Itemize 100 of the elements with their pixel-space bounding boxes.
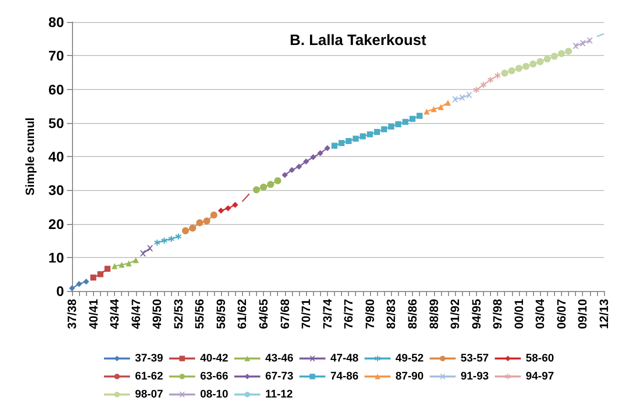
- point: [366, 131, 373, 138]
- point: [544, 55, 551, 62]
- legend-label: 91-93: [460, 370, 489, 382]
- x-tick-label: 52/53: [171, 298, 186, 330]
- x-tick-label: 09/10: [576, 298, 590, 330]
- point: [536, 58, 544, 66]
- point: [360, 133, 366, 140]
- y-tick-label: 40: [48, 148, 64, 164]
- point: [374, 128, 380, 135]
- point: [331, 142, 338, 149]
- point: [83, 278, 90, 285]
- point: [424, 108, 430, 114]
- x-tick-label: 67/68: [278, 298, 292, 330]
- point: [346, 138, 352, 144]
- y-tick-label: 50: [48, 114, 64, 131]
- x-tick-label: 46/47: [128, 298, 143, 330]
- point: [480, 82, 486, 88]
- legend-label: 49-52: [396, 352, 424, 364]
- point: [225, 205, 232, 212]
- x-tick-label: 79/80: [362, 298, 377, 330]
- x-tick-label: 70/71: [299, 298, 314, 330]
- point: [466, 92, 472, 98]
- point: [530, 60, 537, 68]
- x-tick-label: 91/92: [448, 298, 462, 330]
- legend-label: 53-57: [460, 352, 489, 364]
- point: [147, 245, 154, 252]
- point: [132, 257, 139, 264]
- y-tick-label: 60: [48, 81, 64, 98]
- point: [515, 64, 522, 72]
- x-tick-label: 00/01: [512, 298, 526, 330]
- x-tick-label: 55/56: [192, 298, 207, 330]
- point: [126, 260, 132, 266]
- point: [154, 240, 160, 246]
- point: [508, 67, 516, 74]
- point: [565, 48, 572, 55]
- point: [317, 150, 324, 156]
- point: [459, 94, 466, 101]
- point: [90, 274, 96, 281]
- point: [69, 285, 75, 292]
- point: [444, 100, 451, 106]
- legend-label: 43-46: [265, 352, 294, 364]
- point: [203, 218, 210, 225]
- point: [494, 72, 501, 78]
- y-tick-label: 30: [48, 182, 64, 198]
- point: [267, 180, 274, 188]
- legend-label: 11-12: [265, 388, 293, 400]
- point: [118, 262, 125, 268]
- point: [388, 124, 394, 130]
- x-tick-label: 82/83: [384, 298, 398, 330]
- point: [488, 76, 494, 83]
- point: [168, 236, 174, 242]
- point: [473, 86, 480, 93]
- point: [452, 96, 458, 102]
- x-tick-label: 58/59: [214, 298, 228, 330]
- point: [288, 166, 295, 173]
- point: [296, 164, 302, 170]
- point: [416, 112, 423, 119]
- legend-label: 63-66: [200, 370, 228, 382]
- y-tick-label: 20: [48, 216, 64, 232]
- point: [586, 37, 593, 44]
- legend-label: 58-60: [526, 352, 554, 364]
- point: [550, 52, 558, 60]
- x-tick-label: 40/41: [86, 298, 100, 330]
- point: [182, 227, 189, 234]
- x-tick-label: 43/44: [108, 298, 122, 330]
- x-tick-label: 76/77: [342, 298, 356, 330]
- legend-label: 98-07: [135, 388, 164, 400]
- point: [76, 280, 82, 287]
- text: B. Lalla Takerkoust: [290, 32, 426, 49]
- x-tick-label: 37/38: [65, 298, 79, 330]
- legend-label: 40-42: [200, 352, 228, 364]
- legend-label: 08-10: [200, 388, 228, 400]
- legend-label: 67-73: [265, 370, 294, 382]
- point: [381, 126, 388, 132]
- point: [161, 238, 168, 244]
- x-tick-label: 85/86: [405, 298, 420, 330]
- x-tick-label: 97/98: [490, 298, 505, 330]
- point: [274, 177, 282, 184]
- point: [430, 106, 437, 112]
- x-tick-label: 61/62: [235, 298, 250, 330]
- x-tick-label: 73/74: [320, 298, 334, 330]
- point: [210, 212, 218, 219]
- x-tick-label: 49/50: [150, 298, 164, 330]
- x-tick-label: 88/89: [426, 298, 441, 330]
- point: [395, 121, 402, 128]
- legend-label: 94-97: [526, 370, 554, 382]
- point: [260, 184, 268, 191]
- y-tick-label: 10: [48, 249, 64, 266]
- point: [189, 224, 196, 232]
- legend-label: 37-39: [135, 352, 164, 364]
- point: [310, 154, 316, 160]
- point: [282, 172, 288, 178]
- point: [196, 219, 204, 226]
- x-tick-label: 94/95: [469, 298, 484, 330]
- point: [438, 104, 444, 110]
- point: [175, 234, 182, 240]
- y-tick-label: 80: [48, 14, 64, 30]
- point: [501, 70, 508, 77]
- x-tick-label: 64/65: [256, 298, 271, 330]
- y-tick-label: 0: [56, 283, 64, 299]
